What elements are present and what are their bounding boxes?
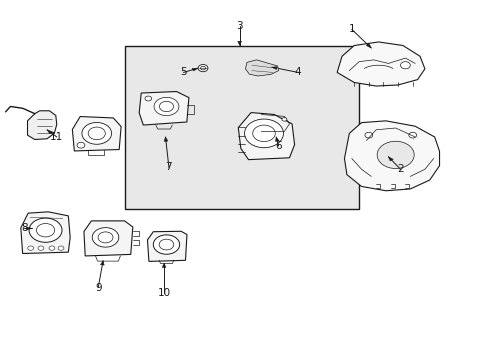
Circle shape xyxy=(252,125,275,142)
Circle shape xyxy=(28,246,34,250)
Circle shape xyxy=(364,132,372,138)
Polygon shape xyxy=(275,137,279,141)
Polygon shape xyxy=(366,44,370,48)
Polygon shape xyxy=(100,261,104,265)
Polygon shape xyxy=(237,41,241,45)
Polygon shape xyxy=(21,212,70,253)
Circle shape xyxy=(82,122,111,144)
Text: 5: 5 xyxy=(180,67,186,77)
Polygon shape xyxy=(27,111,57,139)
Polygon shape xyxy=(192,68,198,71)
Polygon shape xyxy=(336,42,424,86)
Circle shape xyxy=(244,119,283,148)
Circle shape xyxy=(154,97,179,116)
Polygon shape xyxy=(162,263,165,267)
Polygon shape xyxy=(147,231,186,261)
Circle shape xyxy=(29,218,62,242)
Circle shape xyxy=(282,118,286,121)
Circle shape xyxy=(159,101,173,112)
Circle shape xyxy=(198,64,207,72)
Polygon shape xyxy=(245,60,278,76)
Text: 8: 8 xyxy=(21,224,27,233)
Circle shape xyxy=(49,246,55,250)
Bar xyxy=(125,45,358,209)
Circle shape xyxy=(88,127,105,140)
Text: 7: 7 xyxy=(165,162,172,172)
Polygon shape xyxy=(344,121,439,191)
Polygon shape xyxy=(47,130,52,134)
Polygon shape xyxy=(26,227,32,230)
Circle shape xyxy=(58,246,64,250)
Circle shape xyxy=(159,239,173,250)
Circle shape xyxy=(77,142,85,148)
Text: 9: 9 xyxy=(95,283,102,293)
Polygon shape xyxy=(387,157,392,161)
Text: 11: 11 xyxy=(50,132,63,142)
Text: 10: 10 xyxy=(157,288,170,298)
Circle shape xyxy=(400,62,409,69)
Polygon shape xyxy=(163,137,167,141)
Circle shape xyxy=(200,66,205,70)
Text: 1: 1 xyxy=(348,24,354,35)
Text: 4: 4 xyxy=(294,67,301,77)
Circle shape xyxy=(36,224,55,237)
Text: 2: 2 xyxy=(396,164,403,174)
Circle shape xyxy=(38,246,44,250)
Polygon shape xyxy=(139,91,188,125)
Polygon shape xyxy=(72,117,121,151)
Text: 3: 3 xyxy=(236,21,243,31)
Polygon shape xyxy=(84,221,133,256)
Circle shape xyxy=(408,132,416,138)
Circle shape xyxy=(98,232,113,243)
Circle shape xyxy=(92,228,119,247)
Circle shape xyxy=(153,235,179,254)
Polygon shape xyxy=(238,113,294,159)
Circle shape xyxy=(144,96,151,101)
Polygon shape xyxy=(271,67,277,69)
Circle shape xyxy=(376,141,413,168)
Text: 6: 6 xyxy=(275,141,282,151)
